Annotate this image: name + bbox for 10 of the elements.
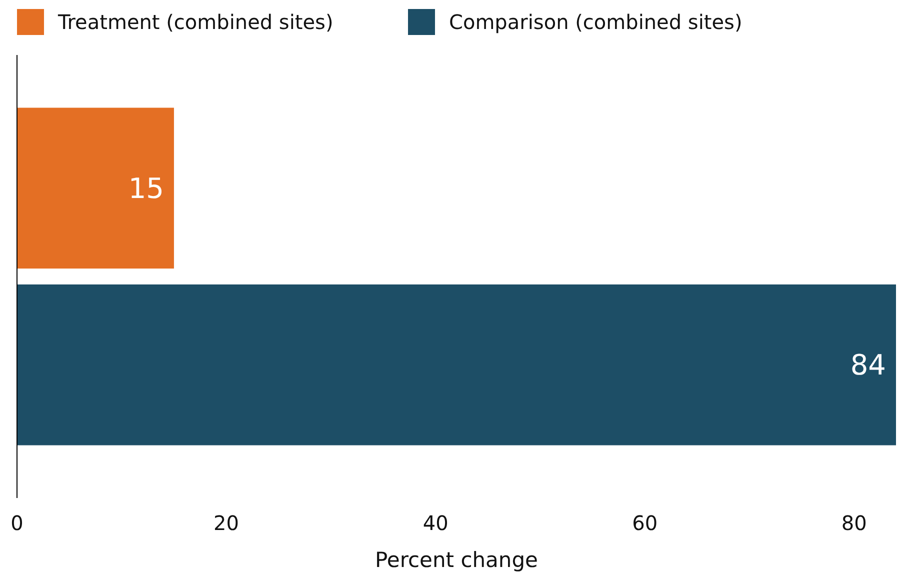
x-tick-label: 40 xyxy=(422,511,448,535)
x-tick-label: 0 xyxy=(10,511,24,535)
x-tick-label: 60 xyxy=(632,511,658,535)
x-tick-label: 20 xyxy=(214,511,240,535)
x-tick-label: 80 xyxy=(841,511,867,535)
x-axis-title: Percent change xyxy=(375,548,538,572)
legend-label: Treatment (combined sites) xyxy=(57,10,334,34)
data-label: 15 xyxy=(128,172,164,205)
legend-label: Comparison (combined sites) xyxy=(449,10,742,34)
data-label: 84 xyxy=(850,348,886,382)
